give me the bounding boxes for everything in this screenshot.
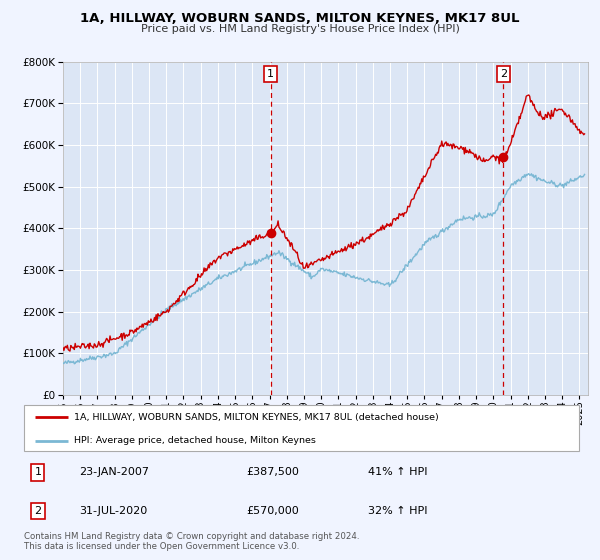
- Text: 31-JUL-2020: 31-JUL-2020: [79, 506, 148, 516]
- Text: Contains HM Land Registry data © Crown copyright and database right 2024.
This d: Contains HM Land Registry data © Crown c…: [24, 532, 359, 552]
- Text: 1A, HILLWAY, WOBURN SANDS, MILTON KEYNES, MK17 8UL: 1A, HILLWAY, WOBURN SANDS, MILTON KEYNES…: [80, 12, 520, 25]
- Text: 23-JAN-2007: 23-JAN-2007: [79, 468, 149, 478]
- Text: 32% ↑ HPI: 32% ↑ HPI: [368, 506, 428, 516]
- Text: £570,000: £570,000: [246, 506, 299, 516]
- Text: 1: 1: [267, 69, 274, 79]
- Text: HPI: Average price, detached house, Milton Keynes: HPI: Average price, detached house, Milt…: [74, 436, 316, 445]
- Text: 41% ↑ HPI: 41% ↑ HPI: [368, 468, 428, 478]
- Text: 1A, HILLWAY, WOBURN SANDS, MILTON KEYNES, MK17 8UL (detached house): 1A, HILLWAY, WOBURN SANDS, MILTON KEYNES…: [74, 413, 439, 422]
- Text: 2: 2: [500, 69, 507, 79]
- Text: 1: 1: [34, 468, 41, 478]
- Text: 2: 2: [34, 506, 41, 516]
- Text: £387,500: £387,500: [246, 468, 299, 478]
- FancyBboxPatch shape: [24, 405, 579, 451]
- Text: Price paid vs. HM Land Registry's House Price Index (HPI): Price paid vs. HM Land Registry's House …: [140, 24, 460, 34]
